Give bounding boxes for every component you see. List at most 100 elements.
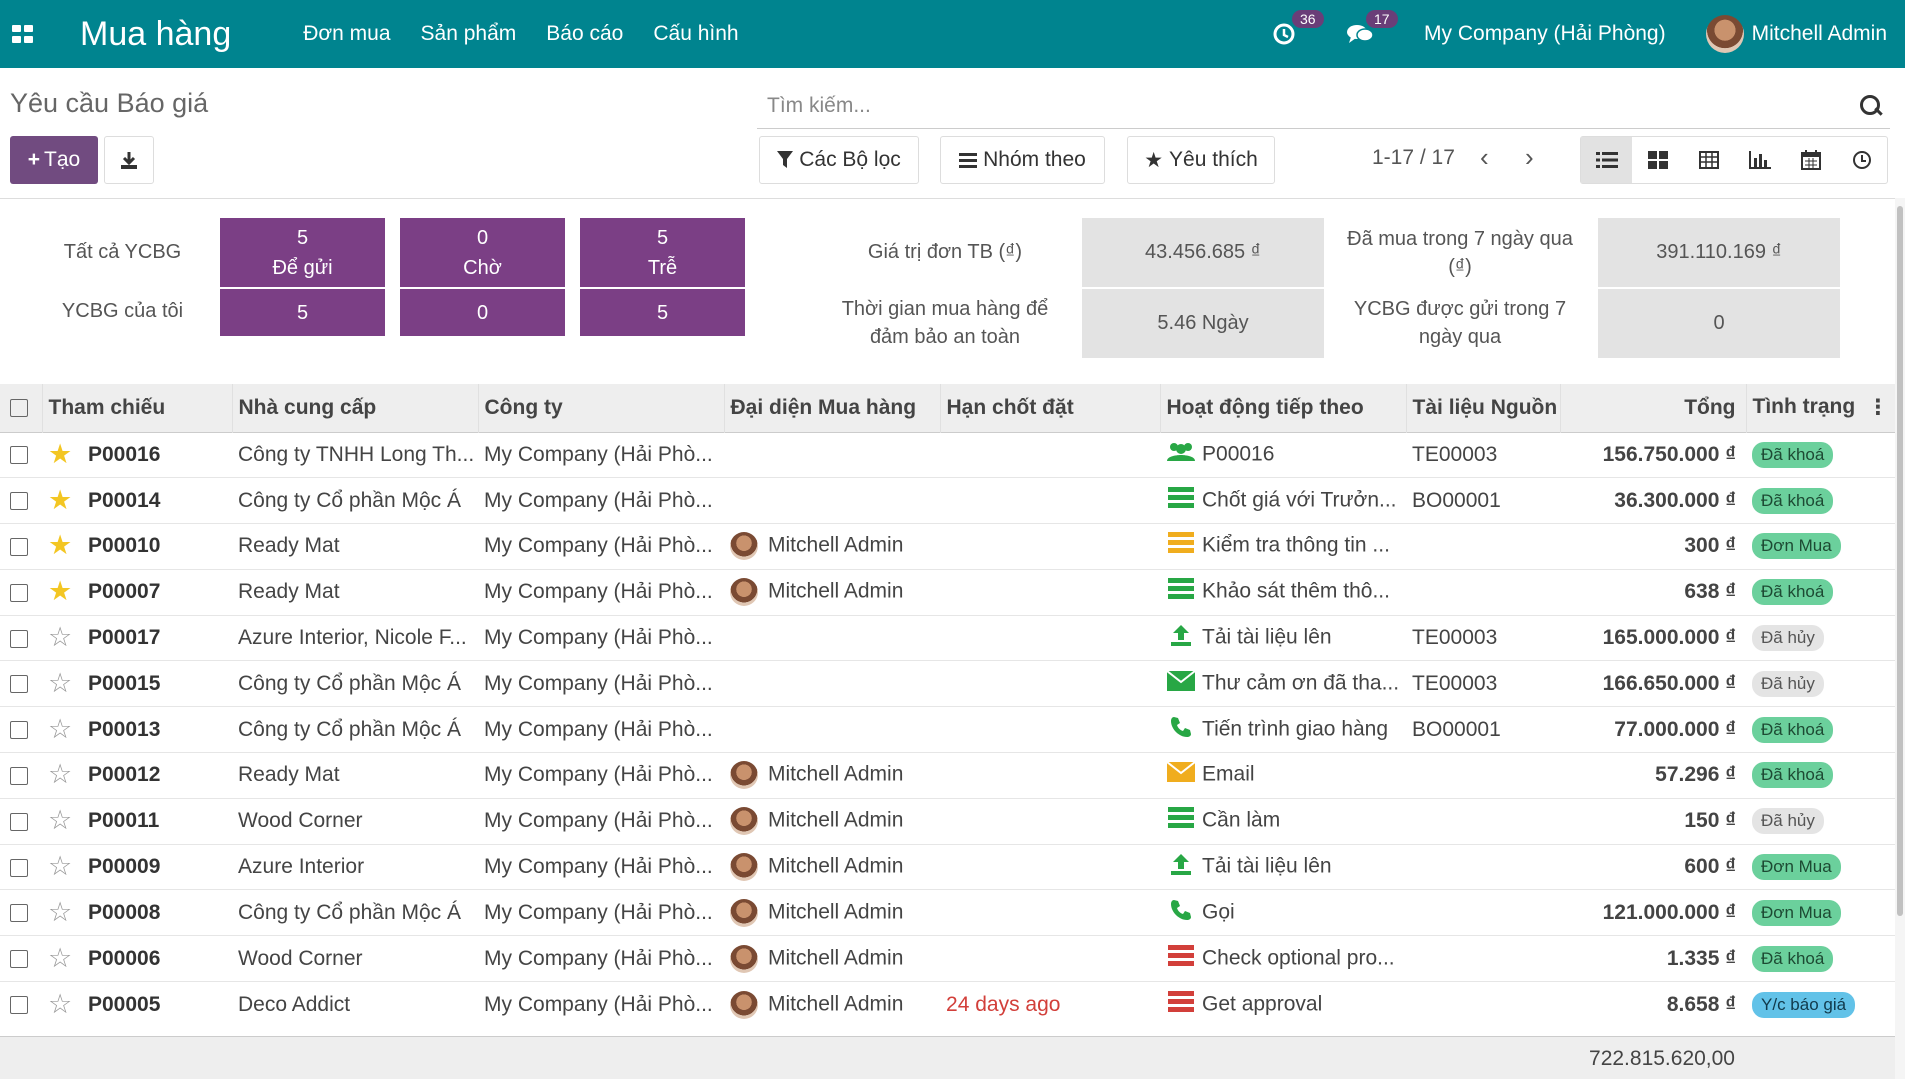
- pivot-view-icon[interactable]: [1683, 137, 1734, 183]
- list-red-icon[interactable]: [1166, 944, 1196, 973]
- search-icon[interactable]: [1858, 93, 1884, 119]
- row-checkbox[interactable]: [0, 431, 42, 478]
- column-total[interactable]: Tổng: [1560, 384, 1747, 432]
- tile-my-late[interactable]: 5: [580, 289, 745, 336]
- column-vendor[interactable]: Nhà cung cấp: [232, 384, 479, 432]
- column-order-deadline[interactable]: Hạn chốt đặt: [940, 384, 1161, 432]
- pager-next-icon[interactable]: ›: [1525, 142, 1534, 172]
- calendar-view-icon[interactable]: [1785, 137, 1836, 183]
- vertical-scrollbar[interactable]: [1895, 198, 1905, 1079]
- column-purchase-rep[interactable]: Đại diện Mua hàng: [724, 384, 941, 432]
- activity-view-icon[interactable]: [1836, 137, 1887, 183]
- upload-icon[interactable]: [1166, 852, 1196, 882]
- star-filled-icon[interactable]: ★: [42, 523, 82, 570]
- cell-next-activity[interactable]: Gọi: [1160, 889, 1407, 936]
- column-next-activity[interactable]: Hoạt động tiếp theo: [1160, 384, 1407, 432]
- user-menu[interactable]: Mitchell Admin: [1751, 22, 1887, 45]
- cell-next-activity[interactable]: Cần làm: [1160, 797, 1407, 845]
- tile-all-to-send[interactable]: 5 Để gửi: [220, 218, 385, 287]
- star-empty-icon[interactable]: ☆: [42, 981, 82, 1028]
- envelope-green-icon[interactable]: [1166, 670, 1196, 697]
- kanban-view-icon[interactable]: [1632, 137, 1683, 183]
- row-checkbox[interactable]: [0, 614, 42, 661]
- company-switcher[interactable]: My Company (Hải Phòng): [1424, 22, 1666, 45]
- row-checkbox[interactable]: [0, 981, 42, 1028]
- list-green-icon[interactable]: [1166, 578, 1196, 606]
- column-reference[interactable]: Tham chiếu: [42, 384, 233, 432]
- star-filled-icon[interactable]: ★: [42, 568, 82, 616]
- activity-clock-icon[interactable]: 36: [1272, 10, 1324, 46]
- table-row[interactable]: ☆ P00008 Công ty Cổ phần Mộc Á My Company (…: [0, 889, 1895, 936]
- row-checkbox[interactable]: [0, 706, 42, 753]
- list-green-icon[interactable]: [1166, 486, 1196, 515]
- list-red-icon[interactable]: [1166, 990, 1196, 1019]
- tile-my-to-send[interactable]: 5: [220, 289, 385, 336]
- pager-value[interactable]: 1-17 / 17: [1372, 146, 1455, 169]
- table-row[interactable]: ★ P00016 Công ty TNHH Long Th... My Company…: [0, 431, 1895, 478]
- star-empty-icon[interactable]: ☆: [42, 614, 82, 661]
- phone-icon[interactable]: [1166, 899, 1196, 927]
- row-checkbox[interactable]: [0, 660, 42, 707]
- create-button[interactable]: + Tạo: [10, 136, 98, 184]
- row-checkbox[interactable]: [0, 523, 42, 570]
- star-empty-icon[interactable]: ☆: [42, 889, 82, 936]
- star-filled-icon[interactable]: ★: [42, 477, 82, 524]
- star-empty-icon[interactable]: ☆: [42, 935, 82, 982]
- table-row[interactable]: ☆ P00017 Azure Interior, Nicole F... My Com…: [0, 614, 1895, 661]
- favorites-button[interactable]: ★ Yêu thích: [1127, 136, 1275, 184]
- messages-icon[interactable]: 17: [1346, 10, 1398, 46]
- envelope-yellow-icon[interactable]: [1166, 761, 1196, 788]
- cell-next-activity[interactable]: Tải tài liệu lên: [1160, 843, 1407, 890]
- cell-next-activity[interactable]: Thư cảm ơn đã tha...: [1160, 660, 1407, 707]
- menu-reports[interactable]: Báo cáo: [546, 22, 624, 45]
- upload-icon[interactable]: [1166, 623, 1196, 653]
- group-by-button[interactable]: Nhóm theo: [940, 136, 1105, 184]
- star-empty-icon[interactable]: ☆: [42, 752, 82, 799]
- cell-next-activity[interactable]: P00016: [1160, 431, 1407, 478]
- row-checkbox[interactable]: [0, 935, 42, 982]
- star-empty-icon[interactable]: ☆: [42, 660, 82, 707]
- star-empty-icon[interactable]: ☆: [42, 797, 82, 845]
- table-row[interactable]: ☆ P00012 Ready Mat My Company (Hải Phò... Mi…: [0, 752, 1895, 799]
- list-view-icon[interactable]: [1581, 137, 1632, 183]
- menu-products[interactable]: Sản phẩm: [420, 22, 517, 45]
- table-row[interactable]: ☆ P00006 Wood Corner My Company (Hải Phò...…: [0, 935, 1895, 982]
- row-checkbox[interactable]: [0, 889, 42, 936]
- table-row[interactable]: ☆ P00005 Deco Addict My Company (Hải Phò...…: [0, 981, 1895, 1028]
- tile-all-late[interactable]: 5 Trễ: [580, 218, 745, 287]
- apps-menu-icon[interactable]: [12, 25, 34, 43]
- row-checkbox[interactable]: [0, 568, 42, 616]
- cell-next-activity[interactable]: Khảo sát thêm thô...: [1160, 568, 1407, 616]
- optional-columns-icon[interactable]: ⋮: [1867, 396, 1889, 420]
- row-checkbox[interactable]: [0, 752, 42, 799]
- table-row[interactable]: ★ P00014 Công ty Cổ phần Mộc Á My Company (…: [0, 477, 1895, 524]
- cell-next-activity[interactable]: Chốt giá với Trưởn...: [1160, 477, 1407, 524]
- row-checkbox[interactable]: [0, 843, 42, 890]
- cell-next-activity[interactable]: Check optional pro...: [1160, 935, 1407, 982]
- star-filled-icon[interactable]: ★: [42, 431, 82, 478]
- column-source-document[interactable]: Tài liệu Nguồn: [1406, 384, 1561, 432]
- star-empty-icon[interactable]: ☆: [42, 843, 82, 890]
- table-row[interactable]: ☆ P00009 Azure Interior My Company (Hải Phò…: [0, 843, 1895, 890]
- column-status[interactable]: Tình trạng ⋮: [1746, 384, 1895, 432]
- table-row[interactable]: ★ P00007 Ready Mat My Company (Hải Phò... Mi…: [0, 568, 1895, 616]
- cell-next-activity[interactable]: Kiểm tra thông tin ...: [1160, 523, 1407, 570]
- table-row[interactable]: ☆ P00015 Công ty Cổ phần Mộc Á My Company (…: [0, 660, 1895, 707]
- cell-next-activity[interactable]: Email: [1160, 752, 1407, 799]
- cell-next-activity[interactable]: Tiến trình giao hàng: [1160, 706, 1407, 753]
- row-checkbox[interactable]: [0, 477, 42, 524]
- column-company[interactable]: Công ty: [478, 384, 725, 432]
- table-row[interactable]: ★ P00010 Ready Mat My Company (Hải Phò... Mi…: [0, 523, 1895, 570]
- cell-next-activity[interactable]: Get approval: [1160, 981, 1407, 1028]
- download-button[interactable]: [104, 136, 154, 184]
- list-yellow-icon[interactable]: [1166, 532, 1196, 560]
- search-input[interactable]: [757, 93, 1858, 118]
- table-row[interactable]: ☆ P00013 Công ty Cổ phần Mộc Á My Company (…: [0, 706, 1895, 753]
- group-icon[interactable]: [1166, 441, 1196, 469]
- list-green-icon[interactable]: [1166, 807, 1196, 835]
- app-title[interactable]: Mua hàng: [80, 14, 232, 53]
- tile-all-waiting[interactable]: 0 Chờ: [400, 218, 565, 287]
- tile-my-waiting[interactable]: 0: [400, 289, 565, 336]
- select-all-checkbox[interactable]: [0, 384, 43, 432]
- table-row[interactable]: ☆ P00011 Wood Corner My Company (Hải Phò...…: [0, 797, 1895, 845]
